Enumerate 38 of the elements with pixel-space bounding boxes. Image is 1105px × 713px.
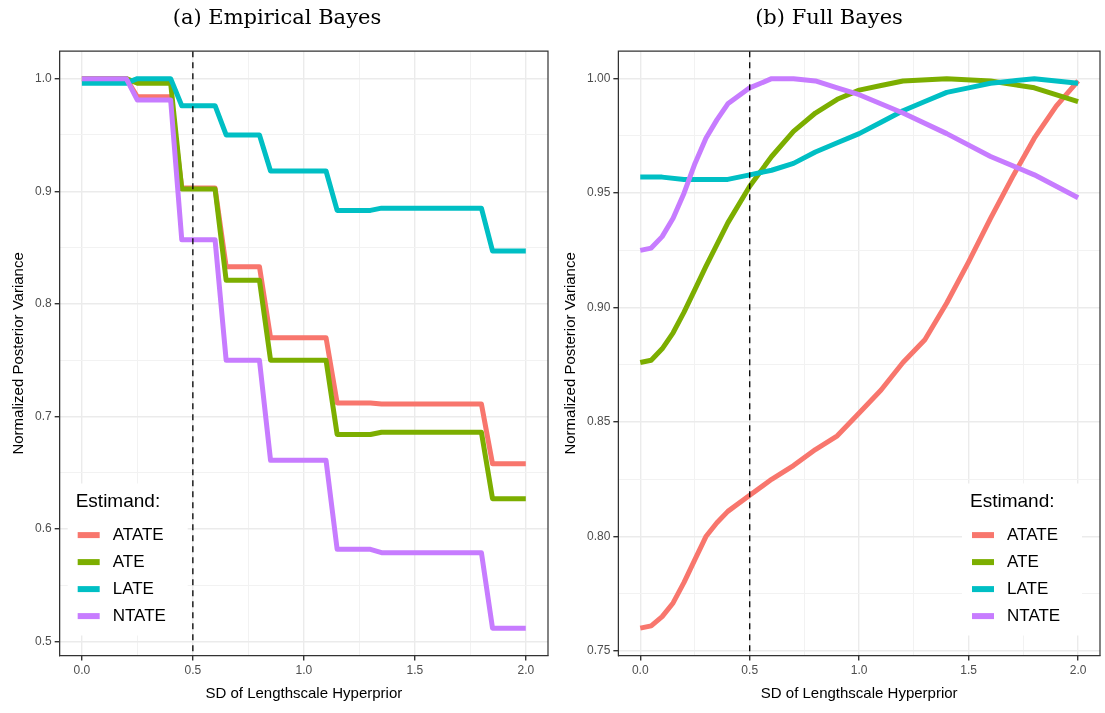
y-tick-label: 0.90 xyxy=(587,299,611,314)
y-axis-title: Normalized Posterior Variance xyxy=(561,252,579,455)
legend-title: Estimand: xyxy=(970,489,1055,511)
x-tick-label: 1.0 xyxy=(850,663,868,678)
x-tick-label: 0.0 xyxy=(631,663,649,678)
x-tick-label: 2.0 xyxy=(517,663,535,678)
y-tick-label: 0.75 xyxy=(587,643,611,658)
y-tick-label: 0.80 xyxy=(587,528,611,543)
legend-label: ATATE xyxy=(1007,524,1058,544)
legend-title: Estimand: xyxy=(75,489,161,511)
x-tick-label: 0.0 xyxy=(73,663,91,678)
x-tick-label: 0.5 xyxy=(741,663,759,678)
legend-label: ATE xyxy=(112,551,145,571)
chart-title: (a) Empirical Bayes xyxy=(172,5,382,30)
y-tick-label: 0.5 xyxy=(34,633,52,648)
y-tick-label: 1.0 xyxy=(34,70,52,85)
legend-label: LATE xyxy=(1007,578,1049,598)
y-tick-label: 0.95 xyxy=(587,185,611,200)
legend-label: NTATE xyxy=(1007,605,1061,625)
x-axis-title: SD of Lengthscale Hyperprior xyxy=(205,684,403,702)
x-tick-label: 1.0 xyxy=(295,663,313,678)
y-tick-label: 0.85 xyxy=(587,414,611,429)
chart-title: (b) Full Bayes xyxy=(755,5,903,30)
y-tick-label: 0.7 xyxy=(34,408,52,423)
x-axis-title: SD of Lengthscale Hyperprior xyxy=(760,684,958,702)
y-tick-label: 0.6 xyxy=(34,521,52,536)
y-axis-title: Normalized Posterior Variance xyxy=(9,252,27,455)
legend-label: ATE xyxy=(1007,551,1039,571)
x-tick-label: 2.0 xyxy=(1069,663,1087,678)
legend-label: NTATE xyxy=(112,605,166,625)
y-tick-label: 0.8 xyxy=(34,296,52,311)
legend-label: LATE xyxy=(112,578,154,598)
legend-label: ATATE xyxy=(112,524,164,544)
x-tick-label: 0.5 xyxy=(184,663,202,678)
x-tick-label: 1.5 xyxy=(960,663,978,678)
x-tick-label: 1.5 xyxy=(406,663,424,678)
y-tick-label: 0.9 xyxy=(34,183,52,198)
y-tick-label: 1.00 xyxy=(587,70,611,85)
